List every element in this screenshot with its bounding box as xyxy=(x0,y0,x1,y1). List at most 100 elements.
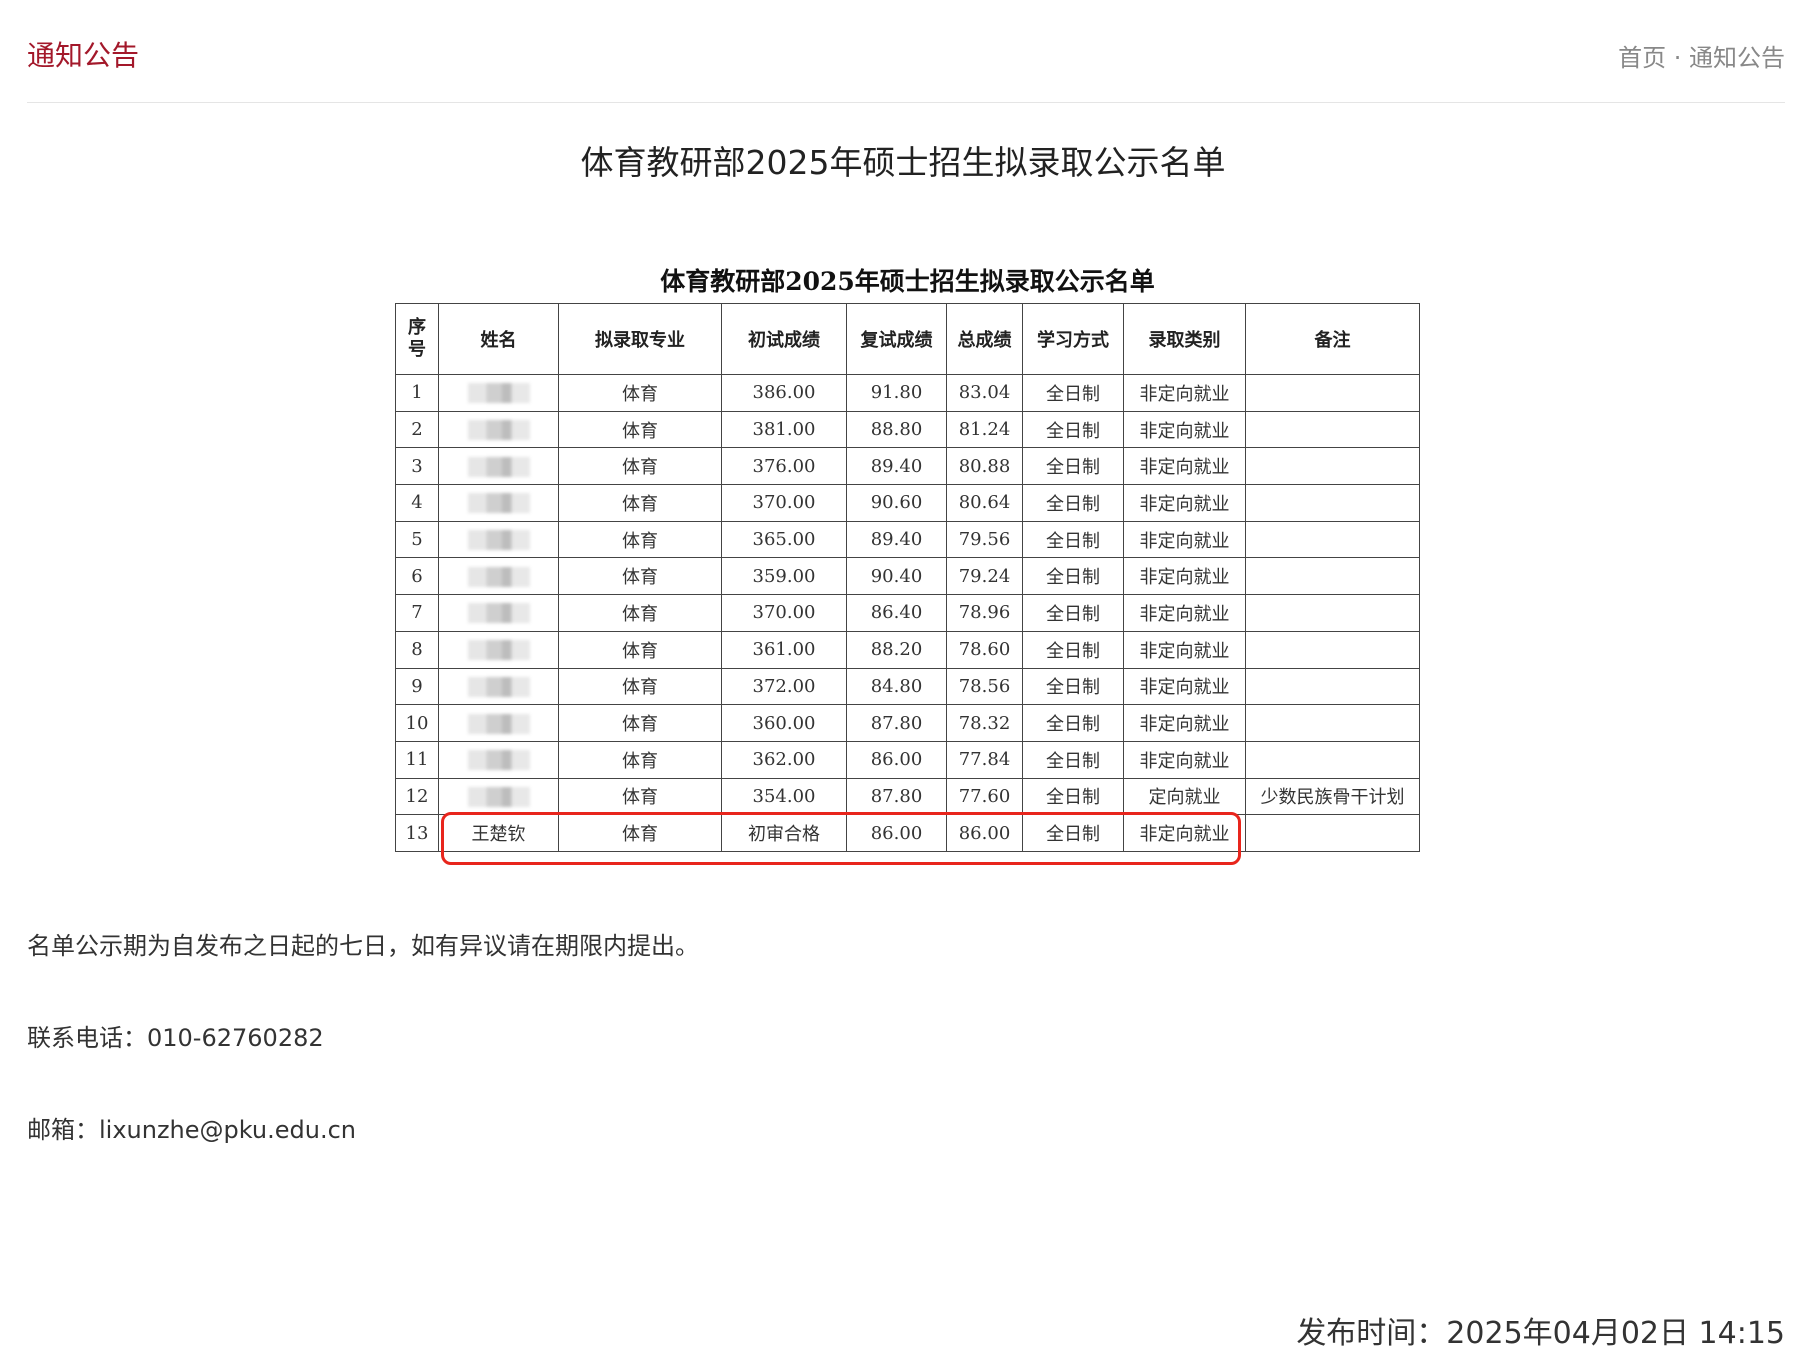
table-cell xyxy=(1245,814,1420,852)
table-cell: 非定向就业 xyxy=(1123,740,1246,779)
table-row: 2 体育 381.00 88.80 81.24 全日制 非定向就业 xyxy=(395,410,1420,449)
table-cell xyxy=(438,520,559,559)
table-cell: 78.60 xyxy=(946,630,1023,669)
table-cell: 非定向就业 xyxy=(1123,814,1246,852)
notice-text: 名单公示期为自发布之日起的七日，如有异议请在期限内提出。 xyxy=(27,932,699,960)
table-row: 9 体育 372.00 84.80 78.56 全日制 非定向就业 xyxy=(395,667,1420,706)
table-cell: 体育 xyxy=(558,410,722,449)
table-row: 4 体育 370.00 90.60 80.64 全日制 非定向就业 xyxy=(395,484,1420,522)
table-cell xyxy=(438,374,559,412)
table-cell xyxy=(1245,447,1420,486)
contact-phone: 联系电话：010-62760282 xyxy=(27,1024,324,1052)
blurred-name xyxy=(467,713,530,734)
table-cell xyxy=(1245,667,1420,706)
table-cell xyxy=(1245,374,1420,412)
table-cell: 89.40 xyxy=(846,447,947,486)
table-cell: 非定向就业 xyxy=(1123,410,1246,449)
table-row: 1 体育 386.00 91.80 83.04 全日制 非定向就业 xyxy=(395,374,1420,412)
table-cell: 89.40 xyxy=(846,520,947,559)
table-cell: 2 xyxy=(395,410,439,449)
table-cell: 13 xyxy=(395,814,439,852)
table-cell: 376.00 xyxy=(721,447,847,486)
table-cell xyxy=(438,704,559,742)
table-cell: 86.00 xyxy=(846,740,947,779)
table-cell xyxy=(1245,704,1420,742)
table-cell: 370.00 xyxy=(721,484,847,522)
table-cell: 体育 xyxy=(558,740,722,779)
table-cell: 90.40 xyxy=(846,557,947,596)
table-cell: 非定向就业 xyxy=(1123,520,1246,559)
breadcrumb-separator: · xyxy=(1673,44,1682,72)
table-row: 11 体育 362.00 86.00 77.84 全日制 非定向就业 xyxy=(395,740,1420,779)
table-cell: 全日制 xyxy=(1022,447,1124,486)
table-cell: 370.00 xyxy=(721,594,847,632)
contact-email: 邮箱：lixunzhe@pku.edu.cn xyxy=(27,1116,357,1144)
table-cell: 王楚钦 xyxy=(438,814,559,852)
column-header: 录取类别 xyxy=(1123,303,1246,375)
table-cell: 80.88 xyxy=(946,447,1023,486)
table-cell: 365.00 xyxy=(721,520,847,559)
table-cell: 体育 xyxy=(558,777,722,816)
blurred-name xyxy=(467,640,530,661)
table-row: 6 体育 359.00 90.40 79.24 全日制 非定向就业 xyxy=(395,557,1420,596)
table-cell: 83.04 xyxy=(946,374,1023,412)
highlight-box xyxy=(441,812,1241,865)
table-cell: 78.96 xyxy=(946,594,1023,632)
breadcrumb-current[interactable]: 通知公告 xyxy=(1689,44,1785,72)
table-cell xyxy=(1245,557,1420,596)
table-cell xyxy=(438,594,559,632)
publish-time: 发布时间：2025年04月02日 14:15 xyxy=(1296,1316,1785,1351)
table-cell: 381.00 xyxy=(721,410,847,449)
table-cell: 77.60 xyxy=(946,777,1023,816)
breadcrumb-home[interactable]: 首页 xyxy=(1618,44,1667,72)
table-cell xyxy=(438,410,559,449)
table-cell xyxy=(1245,594,1420,632)
blurred-name xyxy=(467,420,530,441)
blurred-name xyxy=(467,786,530,807)
divider xyxy=(27,102,1785,103)
table-cell: 少数民族骨干计划 xyxy=(1245,777,1420,816)
table-cell: 90.60 xyxy=(846,484,947,522)
table-cell: 354.00 xyxy=(721,777,847,816)
table-cell: 全日制 xyxy=(1022,410,1124,449)
table-cell: 87.80 xyxy=(846,777,947,816)
table-cell xyxy=(1245,740,1420,779)
table-cell: 体育 xyxy=(558,520,722,559)
table-cell: 360.00 xyxy=(721,704,847,742)
table-cell xyxy=(438,740,559,779)
table-cell xyxy=(438,630,559,669)
table-cell: 初审合格 xyxy=(721,814,847,852)
table-cell: 5 xyxy=(395,520,439,559)
table-cell: 78.32 xyxy=(946,704,1023,742)
table-header-row: 序号姓名 拟录取专业 初试成绩 复试成绩 总成绩 学习方式 录取类别 备注 xyxy=(395,303,1420,375)
blurred-name xyxy=(467,566,530,587)
table-cell: 80.64 xyxy=(946,484,1023,522)
table-row: 12 体育 354.00 87.80 77.60 全日制 定向就业 少数民族骨干计划 xyxy=(395,777,1420,816)
table-cell xyxy=(438,777,559,816)
table-row: 5 体育 365.00 89.40 79.56 全日制 非定向就业 xyxy=(395,520,1420,559)
column-header: 学习方式 xyxy=(1022,303,1124,375)
table-cell: 88.20 xyxy=(846,630,947,669)
table-cell: 81.24 xyxy=(946,410,1023,449)
blurred-name xyxy=(467,456,530,477)
table-cell xyxy=(438,447,559,486)
table-cell xyxy=(1245,520,1420,559)
blurred-name xyxy=(467,493,530,514)
table-cell: 非定向就业 xyxy=(1123,704,1246,742)
table-cell: 12 xyxy=(395,777,439,816)
column-header: 复试成绩 xyxy=(846,303,947,375)
table-cell: 非定向就业 xyxy=(1123,447,1246,486)
table-cell: 体育 xyxy=(558,594,722,632)
table-title: 体育教研部2025年硕士招生拟录取公示名单 xyxy=(660,267,1155,296)
table-row: 13 王楚钦 体育 初审合格 86.00 86.00 全日制 非定向就业 xyxy=(395,814,1420,852)
table-cell: 全日制 xyxy=(1022,557,1124,596)
table-cell: 6 xyxy=(395,557,439,596)
table-cell xyxy=(438,557,559,596)
table-cell: 全日制 xyxy=(1022,814,1124,852)
table-cell: 非定向就业 xyxy=(1123,374,1246,412)
table-cell: 非定向就业 xyxy=(1123,667,1246,706)
table-cell: 78.56 xyxy=(946,667,1023,706)
table-cell: 定向就业 xyxy=(1123,777,1246,816)
table-cell xyxy=(438,667,559,706)
table-cell: 84.80 xyxy=(846,667,947,706)
